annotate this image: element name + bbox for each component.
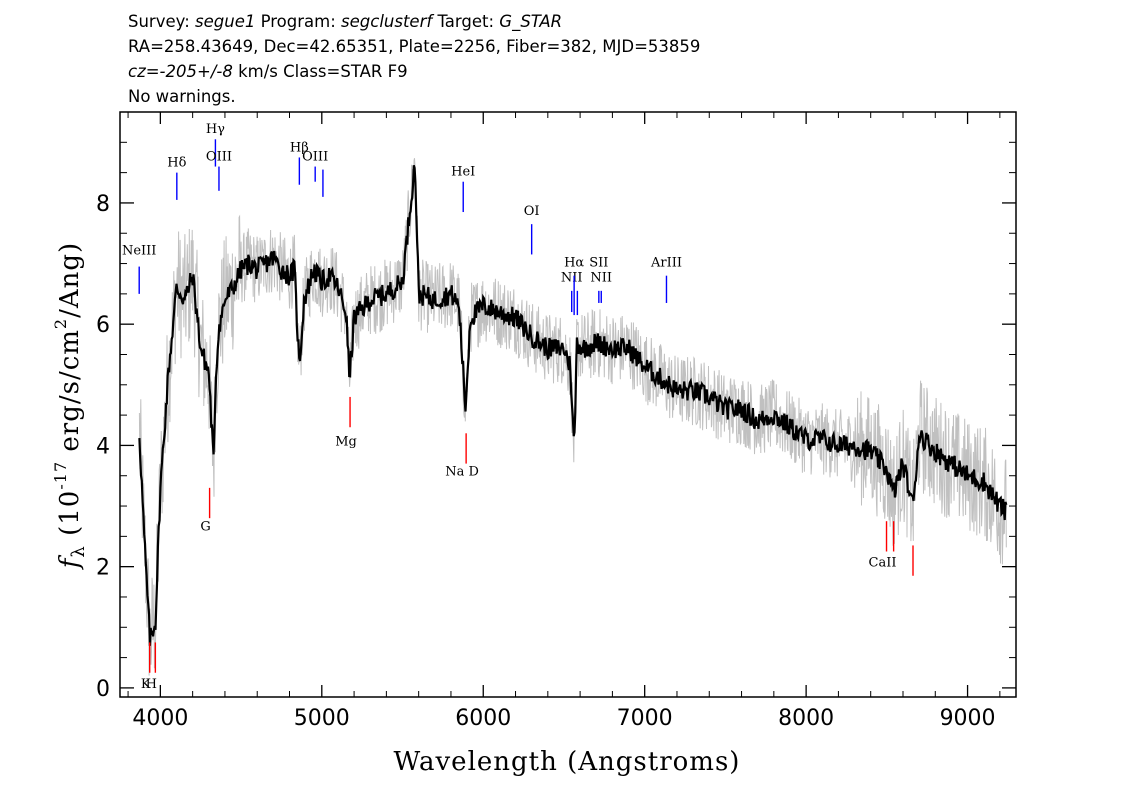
target-value: G_STAR (499, 12, 563, 31)
absorption-line-label-4: Na D (445, 465, 479, 480)
emission-line-label-13: NII (590, 271, 612, 286)
absorption-line-label-1: H (146, 677, 157, 692)
x-tick-label-2: 6000 (455, 706, 511, 731)
survey-key: Survey: (128, 12, 190, 31)
header-line-1: Survey: segue1 Program: segclusterf Targ… (128, 12, 562, 32)
header-line-4: No warnings. (128, 87, 236, 106)
svg-text:fλ (10-17 erg/s/cm2/Ang): fλ (10-17 erg/s/cm2/Ang) (51, 242, 89, 570)
y-tick-label-4: 8 (96, 192, 110, 217)
emission-line-label-2: Hγ (206, 122, 225, 137)
y-tick-label-2: 4 (96, 434, 110, 459)
x-tick-label-5: 9000 (940, 706, 996, 731)
redshift-value: cz=-205+/-8 (128, 62, 233, 81)
emission-line-label-5: OIII (302, 149, 328, 164)
emission-line-label-8: OI (524, 204, 540, 219)
emission-line-label-12: SII (589, 256, 608, 271)
absorption-line-label-2: G (200, 519, 210, 534)
x-axis-title: Wavelength (Angstroms) (394, 747, 741, 777)
smoothed-spectrum-layer (138, 164, 1008, 646)
emission-line-label-0: NeIII (122, 243, 156, 258)
plot-frame (119, 111, 1017, 698)
target-key: Target: (437, 12, 495, 31)
emission-line-label-1: Hδ (167, 156, 186, 171)
emission-line-label-3: OIII (206, 149, 232, 164)
x-tick-label-0: 4000 (132, 706, 188, 731)
absorption-line-label-3: Mg (335, 434, 357, 449)
x-tick-label-3: 7000 (617, 706, 673, 731)
y-axis-title: fλ (10-17 erg/s/cm2/Ang) (51, 242, 89, 570)
y-tick-label-1: 2 (96, 556, 110, 581)
class-text: km/s Class=STAR F9 (238, 62, 408, 81)
survey-value: segue1 (195, 12, 256, 31)
y-tick-label-3: 6 (96, 313, 110, 338)
axes-layer: 4000 5000 6000 7000 8000 9000 0 2 4 6 8 (96, 111, 1017, 731)
emission-line-label-7: HeI (451, 165, 475, 180)
program-key: Program: (260, 12, 336, 31)
absorption-line-label-5: CaII (869, 556, 897, 571)
header-line-3: cz=-205+/-8 km/s Class=STAR F9 (128, 62, 408, 82)
absorption-line-label-0: K (141, 677, 151, 692)
emission-line-label-9: NII (561, 271, 583, 286)
x-tick-label-4: 8000 (778, 706, 834, 731)
y-tick-label-0: 0 (96, 677, 110, 702)
emission-line-label-4: Hβ (290, 140, 309, 155)
emission-line-label-10: Hα (564, 256, 584, 271)
emission-line-label-14: ArIII (650, 256, 682, 271)
smoothed-spectrum-line (138, 164, 1008, 646)
x-tick-label-1: 5000 (294, 706, 350, 731)
header-line-2: RA=258.43649, Dec=42.65351, Plate=2256, … (128, 37, 701, 56)
program-value: segclusterf (341, 12, 433, 31)
